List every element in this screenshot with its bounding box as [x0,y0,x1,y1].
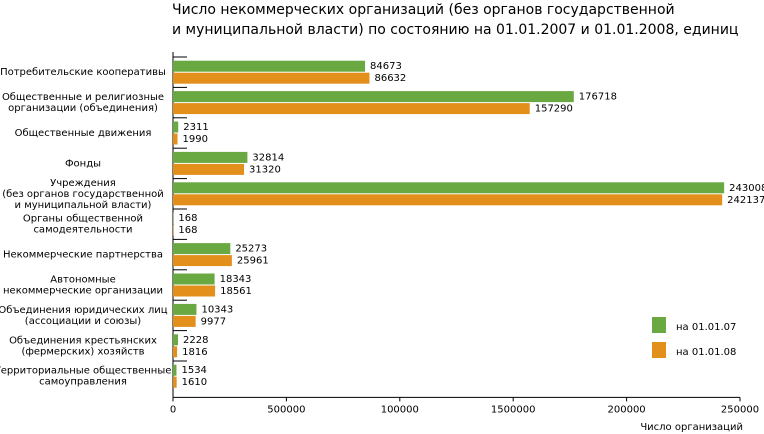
y-tick-label: Общественные движения [15,128,152,139]
bar [173,91,574,103]
bar [173,303,197,315]
x-tick-label: 0 [170,404,176,415]
bar [173,194,723,206]
y-tick-label: Некоммерческие партнерства [3,250,163,261]
value-label: 176718 [579,92,617,103]
legend-swatch [652,342,666,358]
value-label: 10343 [201,304,233,315]
value-label: 18343 [220,274,252,285]
value-label: 25273 [235,244,267,255]
bar [173,346,178,358]
x-tick-label: 1500000 [491,404,536,415]
y-tick-label: Фонды [65,158,101,169]
value-label: 9977 [201,316,226,327]
x-tick-label: 250000 [721,404,759,415]
chart-title: Число некоммерческих организаций (без ор… [172,2,738,38]
bar [173,133,178,145]
bar [173,72,370,84]
y-tick-label: Потребительские кооперативы [0,67,166,78]
y-tick-label: Автономные некоммерческие организации [3,275,163,297]
value-label: 84673 [370,61,402,72]
bar [173,255,232,267]
x-tick-label: 500000 [267,404,305,415]
value-label: 1816 [182,347,207,358]
legend-label: на 01.01.08 [676,347,736,358]
y-tick-label: Учреждения (без органов государственной и … [2,178,164,211]
value-label: 1990 [183,134,208,145]
value-label: 157290 [535,104,573,115]
value-label: 2311 [183,122,208,133]
y-tick-label: Объединения юридических лиц (ассоциации и… [0,305,168,327]
bar [173,376,177,388]
value-label: 2228 [183,335,208,346]
bar [173,163,245,175]
value-label: 242137 [727,195,764,206]
y-tick-label: Органы общественной самодеятельности [23,214,143,236]
legend-swatch [652,317,666,333]
value-label: 31320 [249,164,281,175]
bar [173,364,177,376]
x-tick-label: 200000 [608,404,646,415]
bar [173,121,179,133]
bar [173,182,725,194]
bar [173,285,216,297]
y-tick-label: Территориальные общественные самоуправлен… [0,366,171,388]
y-tick-label: Объединения крестьянских (фермерских) хоз… [9,335,157,357]
bar [173,273,215,285]
legend-label: на 01.01.07 [676,322,736,333]
x-tick-label: 100000 [381,404,419,415]
bar [173,315,196,327]
value-label: 1534 [181,365,206,376]
value-label: 25961 [237,256,269,267]
value-label: 168 [178,225,197,236]
y-tick-label: Общественные и религиозные организации (о… [2,92,164,114]
bar [173,334,179,346]
value-label: 243008 [729,183,764,194]
bar [173,243,231,255]
value-label: 18561 [220,286,252,297]
x-axis-label: Число организаций [640,422,743,433]
value-label: 168 [178,213,197,224]
value-label: 86632 [374,73,406,84]
value-label: 32814 [252,152,284,163]
bar [173,103,530,115]
value-label: 1610 [182,377,207,388]
bar [173,60,366,72]
bar [173,151,248,163]
